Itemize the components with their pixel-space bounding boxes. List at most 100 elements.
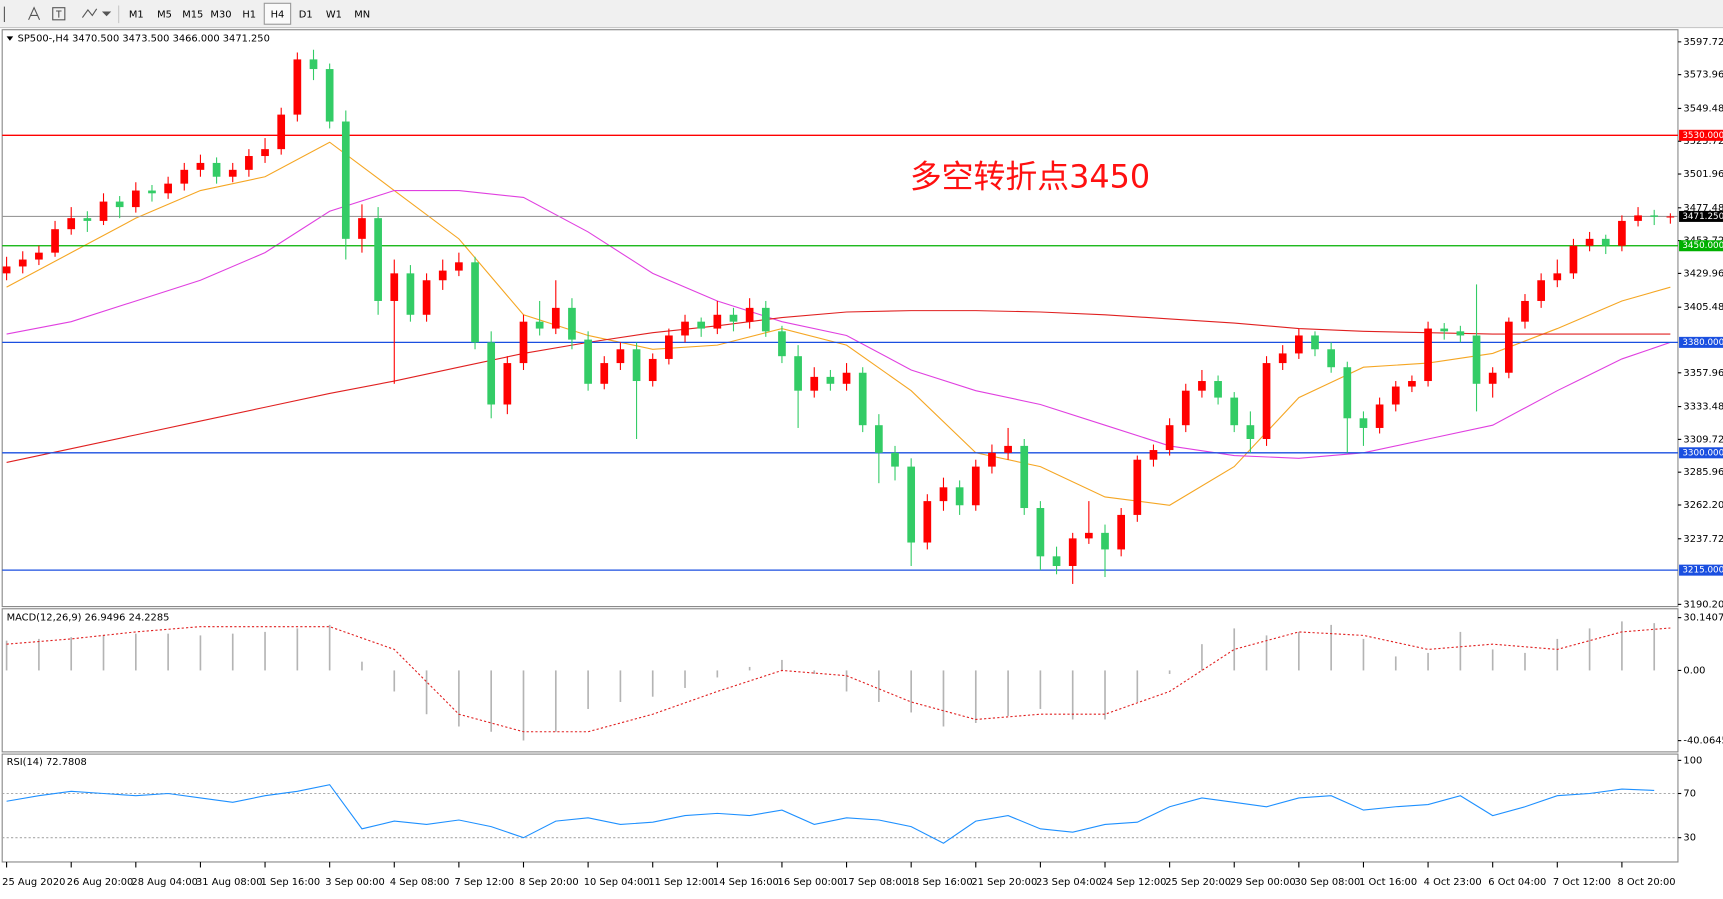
candle-body [761, 307, 770, 332]
candle-body [406, 273, 415, 315]
level-label-box [1679, 240, 1723, 252]
y-tick-label: 3597.720 [1683, 37, 1723, 48]
timeframe-button[interactable]: M5 [157, 9, 172, 20]
x-tick-label: 7 Oct 12:00 [1553, 877, 1611, 888]
candle-body [665, 335, 673, 359]
dropdown[interactable] [101, 11, 112, 17]
y-tick-label: 3549.480 [1683, 103, 1723, 114]
x-tick-label: 30 Sep 08:00 [1294, 877, 1360, 888]
level-label: 3215.000 [1682, 566, 1723, 576]
candle-body [115, 201, 124, 208]
candle-body [455, 262, 463, 271]
candle-body [1198, 381, 1206, 391]
timeframe-button[interactable]: MN [354, 9, 370, 20]
candle-body [1294, 335, 1303, 354]
candle-body [358, 218, 366, 239]
label-icon[interactable] [52, 7, 66, 21]
candle-body [1569, 245, 1578, 274]
candle-body [681, 321, 689, 336]
candle-body [810, 376, 819, 391]
candle-body [778, 331, 786, 357]
level-label: 3450.000 [1682, 241, 1723, 251]
candle-body [794, 356, 802, 391]
candle-body [1618, 220, 1626, 246]
candle-body [826, 376, 835, 384]
candle-body [1101, 532, 1109, 550]
chart-title: SP500-,H4 3470.500 3473.500 3466.000 347… [18, 34, 270, 45]
candle-body [83, 218, 92, 221]
candle-body [842, 372, 851, 384]
y-tick-label: 3405.480 [1683, 302, 1723, 313]
candle-body [1278, 353, 1287, 364]
y-tick-label: 3525.720 [1683, 136, 1723, 147]
moving-average [6, 310, 1671, 464]
candle-body [18, 259, 27, 267]
candle-body [1504, 321, 1513, 373]
candle-body [131, 190, 140, 208]
candle-body [955, 487, 964, 506]
symbol-marker [6, 36, 14, 41]
macd-signal [6, 626, 1671, 733]
candle-body [907, 466, 916, 543]
candle-body [729, 314, 738, 322]
candle-body [2, 266, 11, 274]
timeframe-button[interactable]: M1 [129, 9, 144, 20]
candle-body [261, 149, 269, 157]
timeframe-button[interactable]: H4 [271, 9, 285, 20]
timeframe-button[interactable]: M30 [210, 9, 231, 20]
candle-body [164, 183, 172, 194]
x-tick-label: 21 Sep 20:00 [971, 877, 1037, 888]
candle-body [584, 339, 592, 384]
candle-body [374, 218, 382, 301]
y-tick-label: 3573.960 [1683, 70, 1723, 81]
candle-body [535, 321, 544, 329]
x-tick-label: 7 Sep 12:00 [454, 877, 514, 888]
candle-body [551, 307, 560, 329]
y-tick-label: 0.00 [1683, 665, 1705, 676]
candle-body [1327, 349, 1335, 368]
timeframe-button[interactable]: W1 [326, 9, 342, 20]
x-tick-label: 4 Sep 08:00 [390, 877, 450, 888]
candle-body [1472, 335, 1481, 384]
candle-body [1036, 508, 1045, 557]
level-label-box [1679, 447, 1723, 459]
candle-body [858, 372, 867, 426]
candle-body [875, 425, 883, 453]
toolbar-icons [3, 5, 120, 24]
candle-body [568, 307, 576, 340]
timeframe-button[interactable]: D1 [299, 9, 313, 20]
level-label: 3530.000 [1682, 131, 1723, 141]
candle-body [1068, 538, 1077, 566]
candle-body [487, 342, 496, 405]
annotation: 多空转折点3450 [910, 157, 1150, 195]
candle-body [277, 114, 286, 150]
y-tick-label: 3237.720 [1683, 534, 1723, 545]
candle-body [1488, 372, 1497, 384]
y-tick-label: 30.1407 [1683, 613, 1723, 624]
level-label: 3300.000 [1682, 448, 1723, 458]
y-tick-label: 3501.960 [1683, 169, 1723, 180]
candle-body [939, 487, 948, 502]
x-tick-label: 1 Oct 16:00 [1359, 877, 1417, 888]
toolbar [0, 0, 1723, 28]
text-icon[interactable] [28, 6, 41, 21]
x-tick-label: 8 Sep 20:00 [519, 877, 579, 888]
timeframe-button[interactable]: H1 [242, 9, 256, 20]
candle-body [1601, 238, 1610, 246]
rsi-line [6, 784, 1655, 844]
y-tick-label: 70 [1683, 789, 1696, 800]
x-tick-label: 6 Oct 04:00 [1488, 877, 1546, 888]
level-label-box [1679, 564, 1723, 576]
candle-body [196, 162, 205, 170]
candle-body [51, 229, 59, 253]
candle-body [1149, 450, 1158, 460]
shapes-icon[interactable] [81, 8, 98, 18]
timeframe-button[interactable]: M15 [182, 9, 203, 20]
candle-body [180, 169, 189, 184]
candle-body [1424, 328, 1432, 382]
candle-body [1537, 280, 1545, 301]
candle-body [1343, 367, 1352, 419]
y-tick-label: 3357.960 [1683, 368, 1723, 379]
candle-body [616, 349, 625, 364]
